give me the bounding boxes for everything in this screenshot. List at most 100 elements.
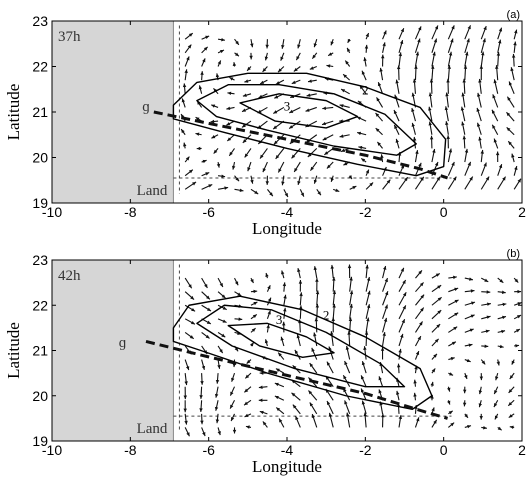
- wind-vector-head: [483, 26, 487, 31]
- wind-vector-head: [411, 122, 415, 127]
- wind-vector-head: [446, 135, 450, 139]
- wind-vector-head: [339, 104, 344, 108]
- wind-vector-head: [344, 400, 348, 405]
- wind-vector-head: [404, 177, 408, 182]
- wind-vector-head: [506, 112, 511, 117]
- x-tick-label: -2: [359, 442, 372, 458]
- wind-vector-head: [189, 335, 194, 339]
- wind-vector-head: [206, 320, 211, 324]
- wind-vector-head: [432, 51, 436, 56]
- wind-vector-head: [297, 180, 301, 185]
- wind-vector-head: [431, 368, 436, 373]
- wind-vector-head: [506, 127, 511, 132]
- wind-vector-head: [450, 357, 455, 361]
- wind-vector-head: [326, 64, 331, 68]
- wind-vector-head: [281, 44, 285, 49]
- wind-vector-head: [376, 97, 380, 102]
- wind-vector-head: [226, 106, 231, 111]
- wind-vector-head: [213, 149, 218, 154]
- wind-vector-head: [291, 154, 296, 159]
- wind-vector-head: [492, 94, 496, 99]
- wind-vector-head: [483, 426, 487, 430]
- x-tick-label: -8: [124, 204, 137, 220]
- wind-vector-head: [358, 145, 363, 150]
- x-tick-label: -10: [42, 204, 62, 220]
- wind-vector-head: [428, 121, 432, 126]
- wind-vector-head: [402, 292, 407, 297]
- wind-vector-head: [514, 29, 518, 34]
- wind-vector-head: [313, 43, 317, 48]
- wind-vector-head: [299, 292, 303, 297]
- wind-vector-head: [498, 27, 503, 32]
- wind-vector-head: [275, 154, 280, 159]
- land-label: Land: [137, 421, 168, 437]
- wind-vector-head: [206, 295, 210, 300]
- wind-vector-head: [262, 421, 267, 426]
- wind-vector-head: [278, 352, 282, 357]
- wind-vector-head: [199, 408, 203, 412]
- wind-vector-head: [341, 89, 346, 93]
- wind-vector-head: [433, 419, 437, 424]
- wind-vector-head: [215, 419, 220, 424]
- wind-vector-head: [502, 176, 506, 181]
- wind-vector-head: [274, 395, 279, 400]
- wind-vector-head: [191, 307, 196, 312]
- wind-vector-head: [234, 281, 239, 286]
- wind-vector-head: [200, 381, 204, 385]
- wind-vector-head: [492, 124, 496, 129]
- wind-vector-head: [299, 305, 303, 310]
- wind-vector-head: [195, 117, 200, 121]
- y-tick-label: 23: [32, 13, 48, 29]
- x-tick-label: -2: [359, 204, 372, 220]
- wind-vector-head: [476, 122, 481, 127]
- wind-vector-head: [380, 347, 385, 351]
- wind-vector-head: [203, 46, 208, 51]
- wind-vector-head: [395, 138, 399, 143]
- wind-vector-head: [258, 398, 263, 403]
- wind-vector-head: [434, 25, 439, 30]
- wind-vector-head: [222, 306, 227, 310]
- wind-vector-head: [479, 65, 484, 69]
- wind-vector-head: [511, 153, 515, 158]
- wind-vector-head: [514, 166, 518, 171]
- wind-vector-head: [429, 135, 434, 140]
- wind-vectors: [180, 25, 522, 198]
- wind-vector-head: [239, 188, 244, 192]
- wind-vector-head: [283, 294, 287, 299]
- wind-vector-head: [448, 410, 453, 415]
- wind-vector-head: [211, 104, 216, 108]
- wind-vector-head: [331, 317, 335, 322]
- wind-vector-head: [454, 299, 459, 304]
- wind-vector-head: [411, 107, 415, 112]
- wind-vector-head: [445, 121, 449, 126]
- wind-vector-head: [431, 65, 435, 69]
- wind-vector-head: [322, 106, 327, 110]
- wind-vector-head: [311, 414, 316, 419]
- wind-vector-head: [181, 129, 185, 134]
- wind-vector-head: [508, 141, 512, 146]
- wind-vector-head: [396, 65, 401, 70]
- contour-line-3: [239, 93, 359, 129]
- wind-vector-head: [419, 282, 424, 287]
- wind-vector-head: [232, 62, 237, 66]
- wind-vector-head: [348, 175, 352, 180]
- wind-vector-head: [308, 390, 313, 395]
- wind-vector-head: [343, 74, 347, 78]
- wind-vector-head: [306, 93, 311, 97]
- x-tick-label: 2: [518, 204, 526, 220]
- time-label: 37h: [58, 29, 81, 45]
- wind-vector-head: [284, 192, 288, 197]
- wind-vector-head: [496, 361, 500, 366]
- wind-vector-head: [478, 390, 483, 395]
- wind-vector-head: [401, 319, 405, 324]
- wind-vector-head: [200, 420, 204, 425]
- wind-vector-head: [235, 177, 240, 182]
- wind-vector-head: [273, 125, 278, 130]
- wind-vector-head: [247, 167, 251, 172]
- wind-vector-head: [436, 176, 441, 181]
- panel-a: 23ɡ-10 -8 -6 -4 -2 0 21920212223LongitudeLatit…: [4, 9, 526, 238]
- wind-vector-head: [470, 289, 475, 293]
- wind-vector-head: [332, 303, 336, 308]
- wind-vector-head: [347, 264, 352, 269]
- wind-vector-head: [445, 92, 449, 97]
